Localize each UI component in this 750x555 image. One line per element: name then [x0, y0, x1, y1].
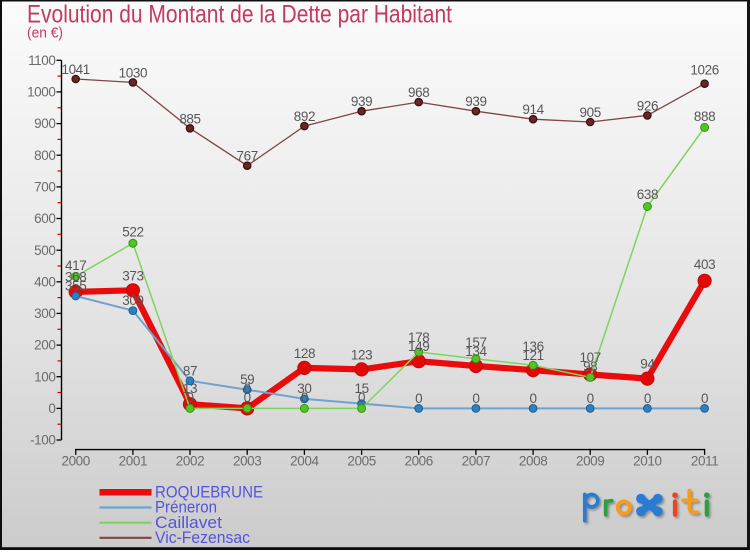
svg-text:368: 368 — [65, 270, 86, 285]
svg-text:914: 914 — [522, 102, 544, 117]
svg-text:888: 888 — [694, 109, 715, 124]
svg-text:0: 0 — [530, 391, 537, 406]
svg-text:885: 885 — [179, 111, 200, 126]
svg-text:13: 13 — [183, 381, 197, 396]
svg-text:107: 107 — [580, 350, 601, 365]
svg-text:2007: 2007 — [462, 454, 490, 469]
svg-text:0: 0 — [186, 390, 193, 405]
svg-text:2006: 2006 — [404, 454, 432, 469]
svg-text:Evolution du Montant de la Det: Evolution du Montant de la Dette par Hab… — [27, 1, 452, 29]
svg-text:373: 373 — [122, 268, 143, 283]
svg-text:157: 157 — [465, 335, 486, 350]
svg-text:939: 939 — [465, 94, 486, 109]
svg-text:100: 100 — [34, 369, 55, 384]
svg-text:355: 355 — [65, 279, 86, 294]
svg-text:2002: 2002 — [176, 454, 204, 469]
svg-text:0: 0 — [301, 390, 308, 405]
svg-text:-100: -100 — [30, 433, 55, 448]
svg-text:2005: 2005 — [347, 454, 375, 469]
svg-text:15: 15 — [354, 381, 368, 396]
svg-text:94: 94 — [640, 357, 655, 372]
svg-text:2009: 2009 — [576, 454, 604, 469]
svg-text:128: 128 — [294, 346, 315, 361]
svg-text:0: 0 — [587, 391, 594, 406]
svg-text:ROQUEBRUNE: ROQUEBRUNE — [155, 483, 263, 501]
svg-text:2010: 2010 — [633, 454, 661, 469]
svg-text:2011: 2011 — [691, 454, 718, 469]
svg-text:1026: 1026 — [690, 63, 718, 78]
svg-text:400: 400 — [34, 274, 55, 289]
svg-text:2000: 2000 — [61, 454, 89, 469]
svg-text:123: 123 — [351, 347, 372, 362]
svg-text:1000: 1000 — [27, 85, 55, 100]
svg-text:134: 134 — [465, 344, 487, 359]
svg-text:121: 121 — [522, 348, 543, 363]
svg-text:2004: 2004 — [290, 454, 319, 469]
svg-text:Caillavet: Caillavet — [155, 514, 222, 532]
svg-text:905: 905 — [580, 105, 601, 120]
svg-text:0: 0 — [644, 391, 651, 406]
svg-text:136: 136 — [522, 339, 543, 354]
svg-text:0: 0 — [244, 390, 251, 405]
svg-text:500: 500 — [34, 243, 55, 258]
svg-text:178: 178 — [408, 330, 429, 345]
svg-text:767: 767 — [237, 149, 258, 164]
svg-text:926: 926 — [637, 98, 658, 113]
svg-text:800: 800 — [34, 148, 55, 163]
svg-text:968: 968 — [408, 85, 429, 100]
svg-text:59: 59 — [240, 372, 254, 387]
svg-text:98: 98 — [583, 359, 597, 374]
svg-text:1030: 1030 — [119, 65, 147, 80]
svg-text:Vic-Fezensac: Vic-Fezensac — [155, 529, 250, 547]
svg-text:0: 0 — [701, 391, 708, 406]
svg-text:700: 700 — [34, 180, 55, 195]
svg-text:149: 149 — [408, 339, 429, 354]
svg-text:(en €): (en €) — [27, 25, 63, 42]
svg-text:939: 939 — [351, 94, 372, 109]
svg-text:2001: 2001 — [119, 454, 147, 469]
svg-text:892: 892 — [294, 109, 315, 124]
svg-text:2003: 2003 — [233, 454, 261, 469]
svg-text:638: 638 — [637, 187, 658, 202]
svg-text:417: 417 — [65, 258, 86, 273]
svg-text:0: 0 — [358, 390, 365, 405]
svg-text:0: 0 — [415, 391, 422, 406]
svg-text:Préneron: Préneron — [155, 499, 217, 517]
svg-text:522: 522 — [122, 225, 143, 240]
svg-text:30: 30 — [297, 381, 311, 396]
svg-text:87: 87 — [183, 363, 197, 378]
svg-text:1041: 1041 — [61, 62, 89, 77]
svg-text:300: 300 — [34, 306, 55, 321]
svg-text:1100: 1100 — [28, 53, 55, 68]
svg-text:200: 200 — [34, 338, 55, 353]
svg-text:2008: 2008 — [519, 454, 547, 469]
svg-text:0: 0 — [48, 401, 55, 416]
svg-text:900: 900 — [34, 116, 55, 131]
svg-text:600: 600 — [34, 211, 55, 226]
svg-text:0: 0 — [244, 381, 251, 396]
svg-text:309: 309 — [122, 293, 143, 308]
svg-text:403: 403 — [694, 257, 715, 272]
svg-text:0: 0 — [472, 391, 479, 406]
